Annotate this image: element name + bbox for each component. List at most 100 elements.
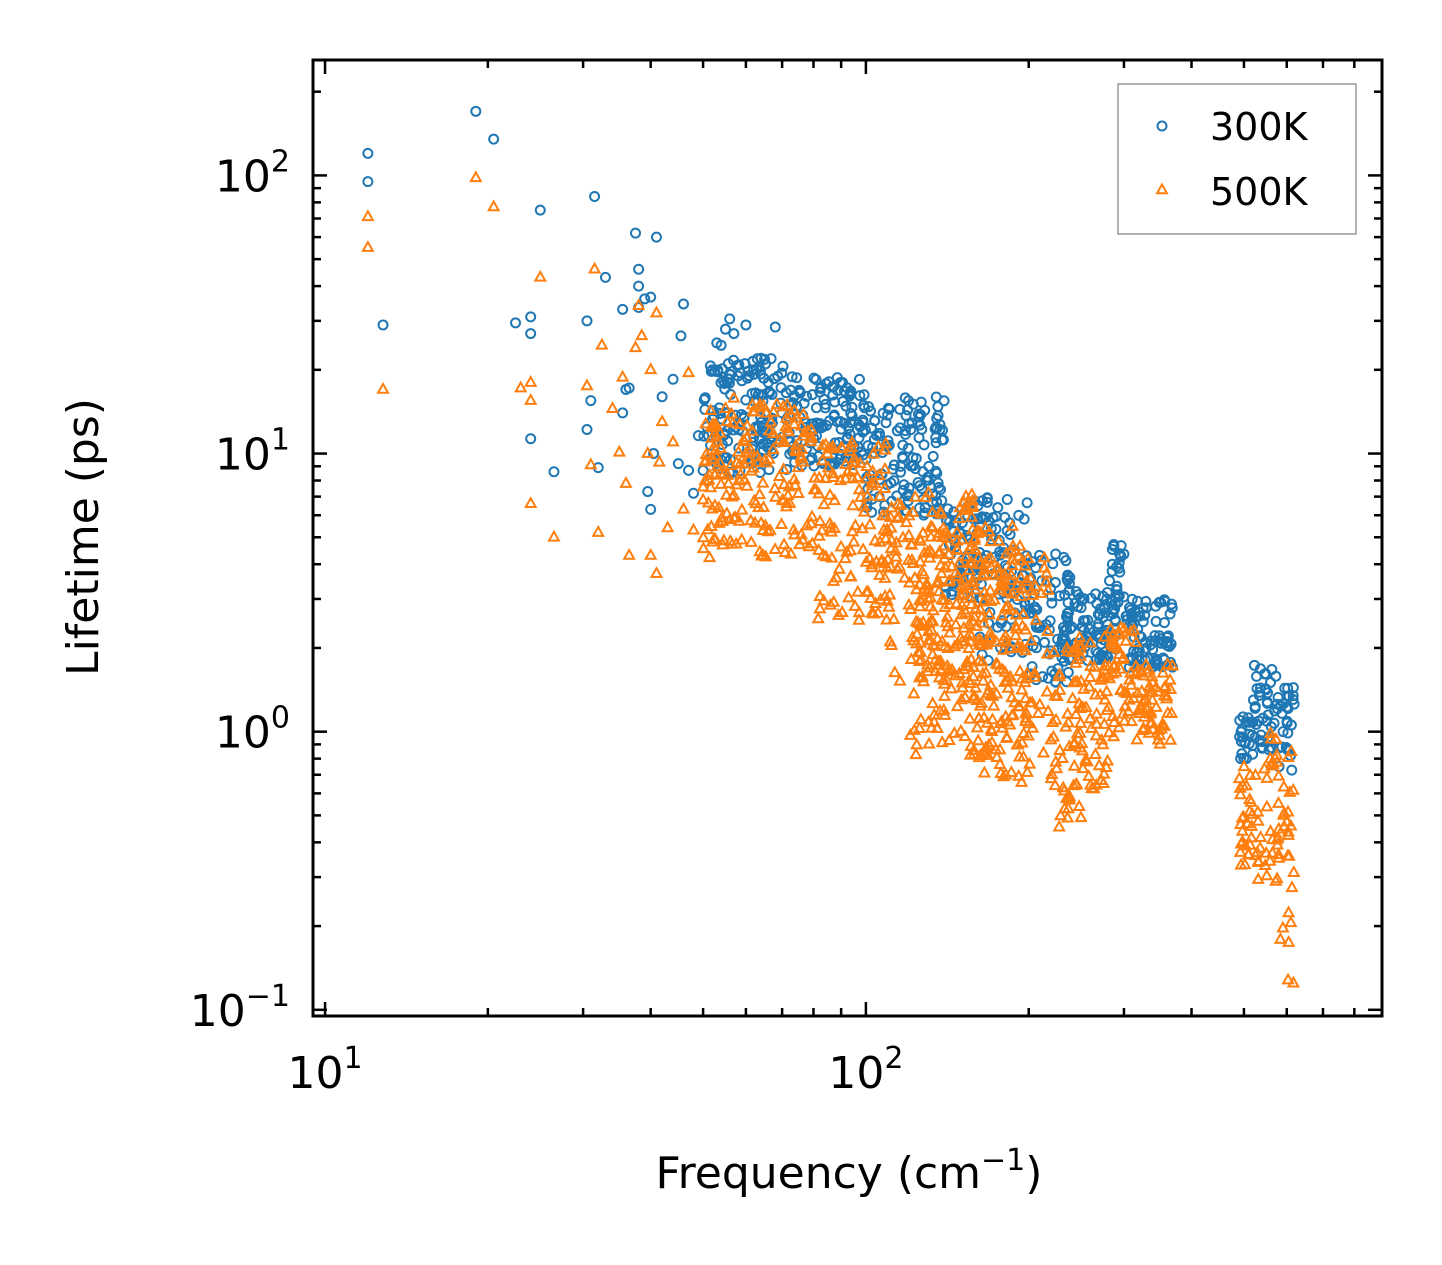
point-500K-780 <box>1050 761 1064 774</box>
point-500K-45 <box>796 454 810 467</box>
point-500K-43 <box>759 405 773 418</box>
point-500K-669 <box>1005 586 1019 599</box>
point-300K-890 <box>1262 709 1274 721</box>
point-500K-1125 <box>696 492 710 505</box>
point-500K-283 <box>868 533 882 546</box>
point-300K-538 <box>1021 497 1033 509</box>
point-300K-589 <box>1044 615 1056 627</box>
point-500K-440 <box>884 638 899 651</box>
point-300K-498 <box>981 496 993 508</box>
point-500K-1089 <box>361 209 375 222</box>
point-500K-251 <box>813 589 827 602</box>
point-500K-594 <box>930 721 944 734</box>
point-500K-242 <box>838 471 853 484</box>
point-300K-665 <box>1078 615 1090 627</box>
point-500K-390 <box>937 689 952 701</box>
point-500K-240 <box>848 518 863 531</box>
point-500K-978 <box>1152 728 1167 740</box>
point-300K-337 <box>917 466 929 478</box>
point-300K-345 <box>932 410 944 422</box>
point-500K-756 <box>1019 706 1034 719</box>
point-300K-730 <box>1111 584 1123 596</box>
point-500K-482 <box>984 534 998 547</box>
point-500K-1121 <box>666 434 680 447</box>
point-500K-583 <box>958 690 972 703</box>
point-500K-241 <box>812 470 826 483</box>
point-500K-887 <box>1075 743 1090 756</box>
point-500K-164 <box>787 527 802 540</box>
point-500K-536 <box>947 639 962 652</box>
point-300K-944 <box>645 291 657 303</box>
point-500K-457 <box>963 711 977 724</box>
point-300K-482 <box>992 502 1004 514</box>
point-500K-379 <box>892 559 907 572</box>
point-500K-609 <box>937 538 952 551</box>
point-300K-831 <box>1235 753 1247 765</box>
point-300K-346 <box>929 423 941 435</box>
point-500K-344 <box>884 520 898 533</box>
point-500K-663 <box>1033 697 1047 710</box>
point-500K-92 <box>792 537 807 550</box>
point-500K-1116 <box>649 566 664 578</box>
point-500K-47 <box>703 480 718 493</box>
point-500K-790 <box>1047 644 1061 657</box>
point-500K-1055 <box>1253 840 1267 853</box>
point-300K-934 <box>617 407 629 419</box>
point-500K-722 <box>1007 695 1022 708</box>
point-500K-821 <box>1046 729 1061 742</box>
point-500K-1111 <box>631 298 646 311</box>
point-500K-275 <box>819 437 833 450</box>
point-500K-265 <box>813 514 827 527</box>
y-tick-label: 100 <box>215 701 290 759</box>
legend-marker-300K <box>1156 120 1168 132</box>
point-500K-929 <box>1111 641 1125 654</box>
point-500K-750 <box>989 742 1003 755</box>
point-500K-979 <box>1159 691 1174 704</box>
point-500K-424 <box>906 505 920 517</box>
point-300K-531 <box>999 511 1011 523</box>
point-500K-519 <box>905 630 920 643</box>
point-500K-934 <box>1117 713 1132 726</box>
point-500K-1039 <box>1251 872 1265 884</box>
point-500K-584 <box>937 593 952 605</box>
point-500K-305 <box>860 488 875 501</box>
point-500K-1062 <box>1251 813 1265 826</box>
point-500K-738 <box>1011 638 1025 651</box>
point-500K-986 <box>1133 706 1147 719</box>
point-500K-182 <box>780 496 794 508</box>
point-500K-248 <box>871 605 885 618</box>
point-300K-707 <box>1091 598 1103 610</box>
point-500K-1093 <box>487 199 501 212</box>
point-500K-653 <box>1008 628 1023 641</box>
point-500K-180 <box>706 417 720 429</box>
point-500K-565 <box>968 530 982 543</box>
point-500K-231 <box>873 489 887 502</box>
point-300K-933 <box>599 271 611 283</box>
x-tick-exp: 1 <box>344 1041 363 1076</box>
point-500K-6 <box>721 476 736 489</box>
point-500K-191 <box>817 497 831 510</box>
point-300K-920 <box>470 105 482 117</box>
point-500K-687 <box>1009 607 1023 620</box>
point-500K-930 <box>1101 668 1115 681</box>
point-500K-526 <box>913 617 927 630</box>
point-500K-436 <box>934 506 948 519</box>
point-300K-549 <box>1013 509 1025 521</box>
point-500K-469 <box>932 546 946 559</box>
point-300K-963 <box>728 328 740 340</box>
point-500K-59 <box>714 477 728 489</box>
point-500K-430 <box>894 498 908 511</box>
point-500K-784 <box>1065 691 1080 704</box>
point-500K-521 <box>1018 691 1033 704</box>
point-500K-285 <box>826 439 840 452</box>
legend-marker-500K <box>1155 182 1169 195</box>
point-300K-946 <box>648 448 660 460</box>
point-300K-909 <box>1283 690 1295 702</box>
point-500K-4 <box>788 478 802 490</box>
point-500K-737 <box>1028 665 1042 678</box>
point-300K-561 <box>1047 558 1059 570</box>
point-500K-760 <box>977 765 992 778</box>
point-500K-1034 <box>1254 830 1268 842</box>
point-500K-169 <box>709 418 723 430</box>
point-500K-994 <box>1145 715 1159 728</box>
